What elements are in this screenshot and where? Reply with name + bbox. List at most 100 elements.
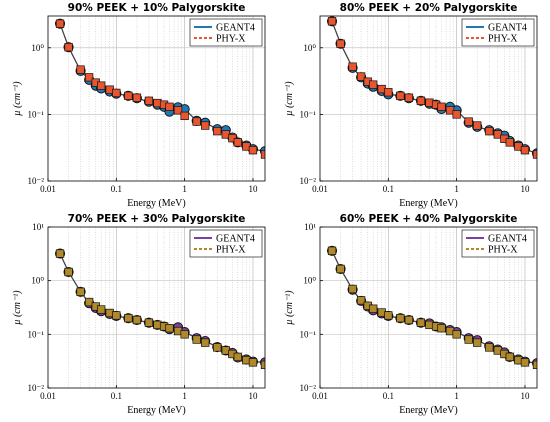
- phyx-point: [84, 297, 94, 307]
- phyx-point: [356, 296, 366, 305]
- x-tick-label: 10: [520, 184, 530, 194]
- y-tick-label: 10⁰: [31, 43, 44, 53]
- legend-phyx-label: PHY-X: [488, 34, 518, 45]
- y-tick-label: 10⁰: [303, 276, 316, 286]
- phyx-point: [473, 338, 482, 347]
- phyx-point: [64, 43, 73, 52]
- phyx-point: [464, 335, 473, 344]
- phyx-point: [396, 314, 405, 323]
- legend-geant4-label: GEANT4: [488, 234, 527, 245]
- x-tick-label: 1: [454, 184, 459, 194]
- axes-frame: [319, 15, 538, 182]
- phyx-point: [233, 138, 242, 147]
- phyx-point: [97, 305, 106, 314]
- legend-phyx-label: PHY-X: [216, 34, 246, 45]
- y-tick-label: 10⁻¹: [300, 109, 317, 119]
- y-axis-label: μ (cm⁻¹): [284, 290, 295, 326]
- legend-phyx-label: PHY-X: [216, 245, 246, 256]
- phyx-point: [173, 106, 183, 115]
- chart-panel-4: 0.01 0.1 1 10 10⁻² 10⁻¹ 10⁰ 10¹ 60% PEEK + 40% P…: [284, 213, 538, 416]
- legend-box: [189, 18, 263, 47]
- x-tick-label: 0.1: [111, 391, 122, 401]
- phyx-point: [416, 318, 426, 327]
- chart-title: 70% PEEK + 30% Palygorskite: [68, 213, 246, 225]
- phyx-point: [505, 352, 514, 362]
- phyx-point: [76, 287, 85, 296]
- chart-title: 90% PEEK + 10% Palygorskite: [68, 2, 246, 14]
- y-tick-label: 10⁻²: [28, 176, 45, 186]
- axes-frame: [47, 226, 266, 389]
- chart-panel-2: 0.01 0.1 1 10 10⁻² 10⁻¹ 10⁰ 80% PEEK + 20% Paly…: [284, 2, 538, 209]
- phyx-point: [493, 130, 502, 139]
- phyx-point: [505, 138, 514, 147]
- legend-geant4-label: GEANT4: [216, 23, 255, 34]
- x-tick-label: 1: [182, 184, 187, 194]
- phyx-point: [76, 65, 85, 74]
- x-tick-label: 1: [182, 391, 187, 401]
- phyx-point: [132, 315, 142, 325]
- phyx-point: [165, 102, 174, 111]
- phyx-point: [132, 93, 142, 102]
- phyx-point: [520, 146, 530, 155]
- phyx-point: [485, 127, 494, 136]
- series-group: [54, 18, 265, 159]
- phyx-point: [327, 246, 337, 255]
- phyx-point: [260, 360, 265, 370]
- x-tick-label: 0.01: [312, 184, 328, 194]
- chart-panel-3: 0.01 0.1 1 10 10⁻² 10⁻¹ 10⁰ 10¹ 70% PEEK + 30% P…: [12, 213, 266, 416]
- y-tick-label: 10¹: [304, 222, 316, 232]
- x-axis-label: Energy (MeV): [399, 405, 457, 416]
- phyx-point: [396, 91, 405, 100]
- phyx-point: [144, 318, 154, 327]
- phyx-point: [84, 73, 94, 82]
- x-axis-label: Energy (MeV): [399, 198, 457, 209]
- phyx-point: [180, 330, 189, 339]
- phyx-point: [124, 314, 133, 323]
- phyx-point: [348, 284, 357, 294]
- y-tick-label: 10¹: [32, 222, 44, 232]
- phyx-point: [404, 315, 414, 325]
- x-tick-label: 0.01: [312, 391, 328, 401]
- phyx-point: [384, 88, 393, 97]
- legend-geant4-label: GEANT4: [488, 23, 527, 34]
- phyx-point: [165, 324, 174, 333]
- phyx-point: [369, 80, 378, 89]
- legend-box: [461, 18, 535, 47]
- phyx-point: [228, 133, 237, 143]
- y-tick-label: 10⁻²: [28, 383, 45, 393]
- phyx-point: [112, 311, 121, 320]
- x-tick-label: 10: [248, 184, 258, 194]
- x-axis-label: Energy (MeV): [127, 405, 185, 416]
- series-group: [326, 245, 537, 370]
- y-axis-label: μ (cm⁻¹): [284, 81, 295, 117]
- phyx-point: [348, 62, 357, 71]
- phyx-point: [112, 88, 121, 98]
- y-tick-label: 10⁻¹: [28, 109, 45, 119]
- x-tick-label: 0.1: [111, 184, 122, 194]
- phyx-point: [55, 249, 65, 258]
- series-group: [326, 16, 537, 159]
- chart-title: 60% PEEK + 40% Palygorskite: [340, 213, 518, 225]
- x-tick-label: 0.01: [40, 391, 56, 401]
- phyx-point: [473, 121, 482, 130]
- phyx-point: [437, 102, 446, 111]
- chart-title: 80% PEEK + 20% Palygorskite: [340, 2, 518, 14]
- y-tick-label: 10⁻²: [300, 176, 317, 186]
- legend-geant4-label: GEANT4: [216, 234, 255, 245]
- phyx-point: [201, 338, 210, 347]
- phyx-point: [520, 358, 530, 367]
- axes-frame: [319, 226, 538, 389]
- phyx-point: [336, 39, 345, 48]
- phyx-point: [532, 360, 537, 370]
- phyx-point: [192, 335, 201, 344]
- x-tick-label: 0.01: [40, 184, 56, 194]
- phyx-point: [356, 72, 366, 81]
- phyx-point: [404, 93, 414, 102]
- phyx-point: [327, 17, 337, 26]
- phyx-point: [336, 264, 345, 274]
- legend-box: [461, 229, 535, 258]
- chart-panel-1: 0.01 0.1 1 10 10⁻² 10⁻¹ 10⁰ 90% PEEK + 10% Paly…: [12, 2, 266, 209]
